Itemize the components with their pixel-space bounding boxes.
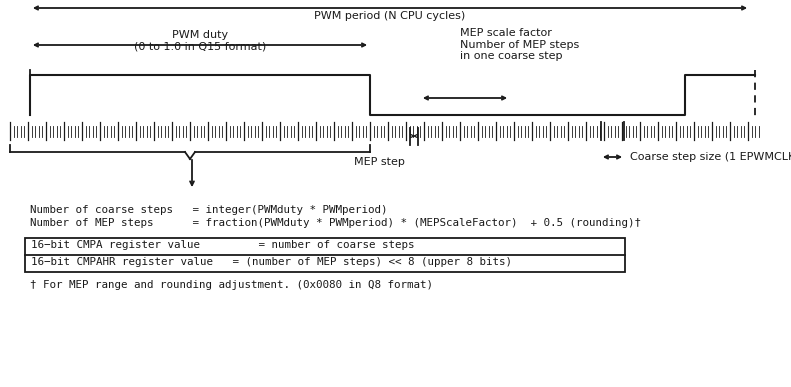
Text: Number of MEP steps      = fraction(PWMduty * PWMperiod) * (MEPScaleFactor)  + 0: Number of MEP steps = fraction(PWMduty *… [30, 218, 641, 228]
Text: Number of coarse steps   = integer(PWMduty * PWMperiod): Number of coarse steps = integer(PWMduty… [30, 205, 388, 215]
Text: Coarse step size (1 EPWMCLK cycle): Coarse step size (1 EPWMCLK cycle) [630, 152, 791, 162]
Text: 16−bit CMPA register value         = number of coarse steps: 16−bit CMPA register value = number of c… [31, 240, 414, 250]
Text: MEP step: MEP step [354, 157, 408, 167]
Bar [25, 238, 625, 272]
Text: MEP scale factor
Number of MEP steps
in one coarse step: MEP scale factor Number of MEP steps in … [460, 28, 579, 61]
Text: † For MEP range and rounding adjustment. (0x0080 in Q8 format): † For MEP range and rounding adjustment.… [30, 280, 433, 290]
Text: 16−bit CMPAHR register value   = (number of MEP steps) << 8 (upper 8 bits): 16−bit CMPAHR register value = (number o… [31, 257, 512, 267]
Text: PWM duty
(0 to 1.0 in Q15 format): PWM duty (0 to 1.0 in Q15 format) [134, 30, 266, 51]
Text: PWM period (N CPU cycles): PWM period (N CPU cycles) [314, 11, 466, 21]
